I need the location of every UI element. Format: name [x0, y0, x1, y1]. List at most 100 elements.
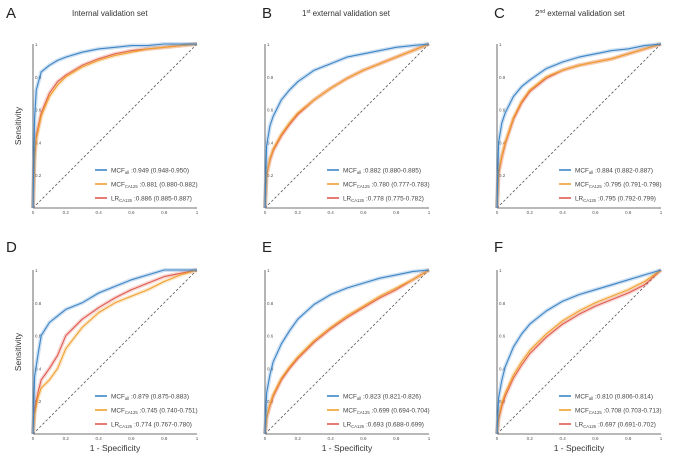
x-tick-label: 0 [32, 436, 35, 441]
x-tick-label: 0.4 [327, 436, 334, 441]
legend-entry: MCFall:0.810 (0.806-0.814) [575, 393, 653, 401]
y-tick-label: 0.6 [35, 108, 42, 113]
x-tick-label: 0.2 [295, 210, 302, 215]
x-tick-label: 0.2 [63, 210, 70, 215]
panel-title: 2nd external validation set [535, 9, 625, 18]
x-tick-label: 0.6 [592, 436, 599, 441]
roc-curve-mcf-ca125 [496, 269, 662, 435]
roc-curve-mcf-all [32, 43, 197, 209]
x-tick-label: 1 [196, 210, 199, 215]
x-tick-label: 0.8 [625, 436, 632, 441]
panel-letter: F [494, 239, 503, 256]
legend-entry: MCFall:0.949 (0.948-0.950) [111, 167, 189, 175]
roc-curve-mcf-all [496, 43, 662, 209]
y-tick-label: 1 [35, 268, 38, 273]
legend-entry: MCFCA125:0.881 (0.880-0.882) [111, 181, 198, 189]
y-tick-label: 0.6 [499, 334, 506, 339]
x-tick-label: 0.4 [95, 210, 102, 215]
x-tick-label: 0.2 [295, 436, 302, 441]
y-tick-label: 1 [499, 42, 502, 47]
panel-letter: E [262, 239, 272, 256]
y-axis-label: Sensitivity [13, 332, 23, 371]
legend-entry: LRCA125:0.697 (0.691-0.702) [575, 421, 656, 429]
panel-letter: C [494, 5, 505, 22]
x-tick-label: 0.4 [559, 210, 566, 215]
y-tick-label: 0.4 [35, 366, 42, 371]
roc-panel-d: D 0 0.2 0.2 0.4 0.4 0.6 0.6 0.8 0.8 1 1 Sensitivity 1… [6, 239, 199, 453]
x-tick-label: 0.4 [559, 436, 566, 441]
x-tick-label: 0.8 [161, 210, 168, 215]
x-axis-label: 1 - Specificity [554, 443, 605, 453]
x-tick-label: 1 [660, 436, 663, 441]
legend-entry: LRCA125:0.795 (0.792-0.799) [575, 195, 656, 203]
legend-entry: MCFall:0.882 (0.880-0.885) [343, 167, 421, 175]
y-tick-label: 0.6 [499, 108, 506, 113]
y-tick-label: 1 [267, 268, 270, 273]
x-tick-label: 0.2 [527, 210, 534, 215]
roc-curve-mcf-all [32, 269, 197, 435]
y-tick-label: 0.4 [35, 140, 42, 145]
x-tick-label: 0 [496, 436, 499, 441]
panel-letter: A [6, 5, 16, 22]
x-tick-label: 0.4 [95, 436, 102, 441]
legend-entry: MCFall:0.884 (0.882-0.887) [575, 167, 653, 175]
roc-curve-lr-ca125 [496, 269, 662, 435]
y-tick-label: 0.2 [35, 399, 42, 404]
legend-entry: MCFCA125:0.699 (0.694-0.704) [343, 407, 430, 415]
roc-panel-a: A Internal validation set 0 0.2 0.2 0.4 0.4 0.6… [6, 5, 199, 215]
x-tick-label: 0 [496, 210, 499, 215]
y-tick-label: 1 [267, 42, 270, 47]
roc-panel-c: C 2nd external validation set 0 0.2 0.2 0.4 0.… [494, 5, 663, 215]
x-tick-label: 0.6 [592, 210, 599, 215]
y-tick-label: 0.2 [267, 173, 274, 178]
x-tick-label: 0.2 [63, 436, 70, 441]
x-tick-label: 0.8 [161, 436, 168, 441]
roc-curve-mcf-ca125 [32, 43, 198, 209]
x-tick-label: 0.6 [360, 210, 367, 215]
legend-entry: LRCA125:0.693 (0.688-0.699) [343, 421, 424, 429]
legend-entry: LRCA125:0.886 (0.885-0.887) [111, 195, 192, 203]
legend-entry: MCFCA125:0.745 (0.740-0.751) [111, 407, 198, 415]
x-tick-label: 1 [428, 436, 431, 441]
roc-curve-mcf-ca125 [264, 269, 430, 435]
legend-entry: MCFall:0.823 (0.821-0.826) [343, 393, 421, 401]
y-tick-label: 0.8 [499, 301, 506, 306]
x-tick-label: 1 [428, 210, 431, 215]
y-tick-label: 0.2 [35, 173, 42, 178]
roc-curve-mcf-ca125 [32, 269, 198, 435]
y-tick-label: 1 [35, 42, 38, 47]
y-axis-label: Sensitivity [13, 106, 23, 145]
panel-title: 1st external validation set [302, 9, 391, 18]
roc-curve-mcf-all [264, 269, 430, 435]
y-tick-label: 0.2 [499, 173, 506, 178]
y-tick-label: 1 [499, 268, 502, 273]
x-tick-label: 0 [32, 210, 35, 215]
y-tick-label: 0.8 [267, 75, 274, 80]
legend-entry: MCFCA125:0.780 (0.777-0.783) [343, 181, 430, 189]
legend-entry: MCFall:0.879 (0.875-0.883) [111, 393, 189, 401]
x-tick-label: 0 [264, 210, 267, 215]
panel-title: Internal validation set [72, 9, 148, 18]
y-tick-label: 0.6 [35, 334, 42, 339]
roc-curve-mcf-ca125 [264, 43, 430, 209]
y-tick-label: 0.4 [499, 140, 506, 145]
roc-curve-lr-ca125 [32, 269, 198, 435]
x-tick-label: 1 [660, 210, 663, 215]
roc-curve-mcf-all [264, 43, 430, 209]
x-tick-label: 0.2 [527, 436, 534, 441]
x-axis-label: 1 - Specificity [90, 443, 141, 453]
legend-entry: LRCA125:0.774 (0.767-0.780) [111, 421, 192, 429]
x-tick-label: 0.6 [128, 436, 135, 441]
panel-letter: D [6, 239, 17, 256]
y-tick-label: 0.4 [267, 140, 274, 145]
x-tick-label: 0.8 [393, 436, 400, 441]
y-tick-label: 0.8 [499, 75, 506, 80]
legend-entry: LRCA125:0.778 (0.775-0.782) [343, 195, 424, 203]
x-tick-label: 0.4 [327, 210, 334, 215]
x-tick-label: 0.6 [128, 210, 135, 215]
roc-curve-mcf-ca125 [496, 43, 662, 209]
y-tick-label: 0.6 [267, 108, 274, 113]
y-tick-label: 0.4 [499, 366, 506, 371]
